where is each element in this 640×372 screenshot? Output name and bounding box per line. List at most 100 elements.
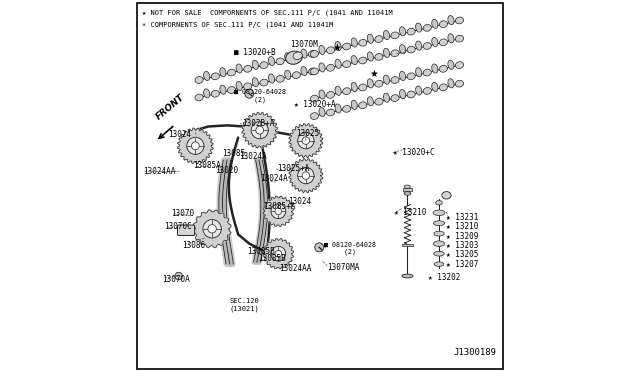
Ellipse shape [407, 73, 415, 80]
Ellipse shape [351, 83, 357, 92]
Ellipse shape [423, 25, 431, 31]
Ellipse shape [415, 23, 422, 32]
Text: ■ 13020+B: ■ 13020+B [234, 48, 276, 57]
Bar [403, 188, 412, 191]
Ellipse shape [326, 109, 335, 116]
Ellipse shape [285, 53, 291, 62]
Ellipse shape [442, 192, 451, 199]
Text: 13086: 13086 [182, 241, 205, 250]
Ellipse shape [359, 102, 367, 109]
Text: 13024: 13024 [289, 197, 312, 206]
Ellipse shape [433, 241, 445, 246]
Ellipse shape [391, 77, 399, 83]
Text: ★ 13020+A: ★ 13020+A [294, 100, 335, 109]
Ellipse shape [448, 34, 454, 43]
Circle shape [245, 89, 254, 98]
Ellipse shape [391, 50, 399, 57]
Ellipse shape [211, 73, 220, 80]
Ellipse shape [335, 86, 341, 95]
Text: 13025+A: 13025+A [277, 164, 310, 173]
Circle shape [315, 243, 324, 252]
Ellipse shape [423, 87, 431, 94]
Ellipse shape [319, 90, 325, 99]
Text: 13070MA: 13070MA [326, 263, 359, 272]
Ellipse shape [301, 49, 307, 58]
Ellipse shape [326, 64, 335, 71]
Ellipse shape [439, 39, 447, 46]
Ellipse shape [204, 89, 210, 98]
Ellipse shape [252, 60, 259, 69]
Ellipse shape [407, 46, 415, 53]
Ellipse shape [367, 52, 373, 61]
Ellipse shape [227, 69, 236, 76]
Text: ★: ★ [369, 70, 378, 79]
Text: ★ 13205: ★ 13205 [447, 250, 479, 259]
Ellipse shape [407, 91, 415, 98]
Text: 13085B: 13085B [259, 254, 286, 263]
Text: SEC.120
(13021): SEC.120 (13021) [230, 298, 260, 312]
Polygon shape [263, 196, 294, 227]
Ellipse shape [456, 17, 463, 24]
Ellipse shape [456, 35, 463, 42]
Polygon shape [289, 158, 323, 193]
Ellipse shape [342, 43, 351, 50]
Ellipse shape [456, 80, 463, 87]
Ellipse shape [439, 65, 447, 72]
Ellipse shape [310, 68, 319, 75]
Ellipse shape [236, 81, 242, 90]
Text: ★ 13207: ★ 13207 [447, 260, 479, 269]
Text: ∗ COMPORNENTS OF SEC.111 P/C (1041 AND 11041M: ∗ COMPORNENTS OF SEC.111 P/C (1041 AND 1… [142, 22, 333, 28]
Circle shape [302, 172, 310, 179]
Ellipse shape [448, 16, 454, 25]
Ellipse shape [436, 201, 442, 205]
Ellipse shape [335, 42, 341, 51]
Ellipse shape [227, 87, 236, 93]
Text: ★ 13202: ★ 13202 [428, 273, 460, 282]
Ellipse shape [375, 98, 383, 105]
Circle shape [256, 126, 264, 134]
Ellipse shape [342, 88, 351, 94]
Ellipse shape [448, 79, 454, 88]
Text: ★ 13210: ★ 13210 [447, 222, 479, 231]
Ellipse shape [375, 54, 383, 60]
Ellipse shape [367, 97, 373, 106]
Text: 13024A: 13024A [260, 174, 288, 183]
Ellipse shape [399, 45, 406, 54]
Ellipse shape [342, 106, 351, 112]
Ellipse shape [220, 68, 226, 77]
Text: 13024AA: 13024AA [143, 167, 175, 176]
Text: 13024: 13024 [168, 130, 191, 139]
Ellipse shape [292, 72, 300, 78]
Text: 13070A: 13070A [162, 275, 189, 283]
Ellipse shape [432, 64, 438, 73]
Ellipse shape [268, 57, 275, 65]
Ellipse shape [260, 62, 268, 68]
Text: ★ NOT FOR SALE  COMPORNENTS OF SEC.111 P/C (1041 AND 11041M: ★ NOT FOR SALE COMPORNENTS OF SEC.111 P/… [142, 9, 393, 16]
Ellipse shape [415, 68, 422, 77]
Ellipse shape [359, 84, 367, 91]
Ellipse shape [335, 59, 341, 68]
Circle shape [302, 137, 310, 144]
Ellipse shape [359, 39, 367, 46]
Ellipse shape [375, 36, 383, 42]
Bar [402, 244, 413, 246]
Ellipse shape [285, 70, 291, 79]
Circle shape [251, 122, 268, 139]
Text: 13085A: 13085A [193, 161, 221, 170]
Ellipse shape [423, 69, 431, 76]
Ellipse shape [236, 64, 242, 73]
Text: ■ 08120-64028
     (2): ■ 08120-64028 (2) [324, 241, 376, 255]
Circle shape [298, 167, 314, 184]
Ellipse shape [434, 231, 444, 236]
Ellipse shape [293, 52, 302, 60]
Text: 13070C: 13070C [164, 222, 192, 231]
Ellipse shape [435, 262, 444, 266]
Circle shape [275, 250, 282, 257]
Ellipse shape [335, 104, 341, 113]
Ellipse shape [308, 68, 317, 75]
Circle shape [298, 132, 314, 149]
Polygon shape [263, 238, 294, 269]
Ellipse shape [244, 83, 252, 90]
Text: ★ 13209: ★ 13209 [447, 232, 479, 241]
Ellipse shape [195, 94, 203, 101]
